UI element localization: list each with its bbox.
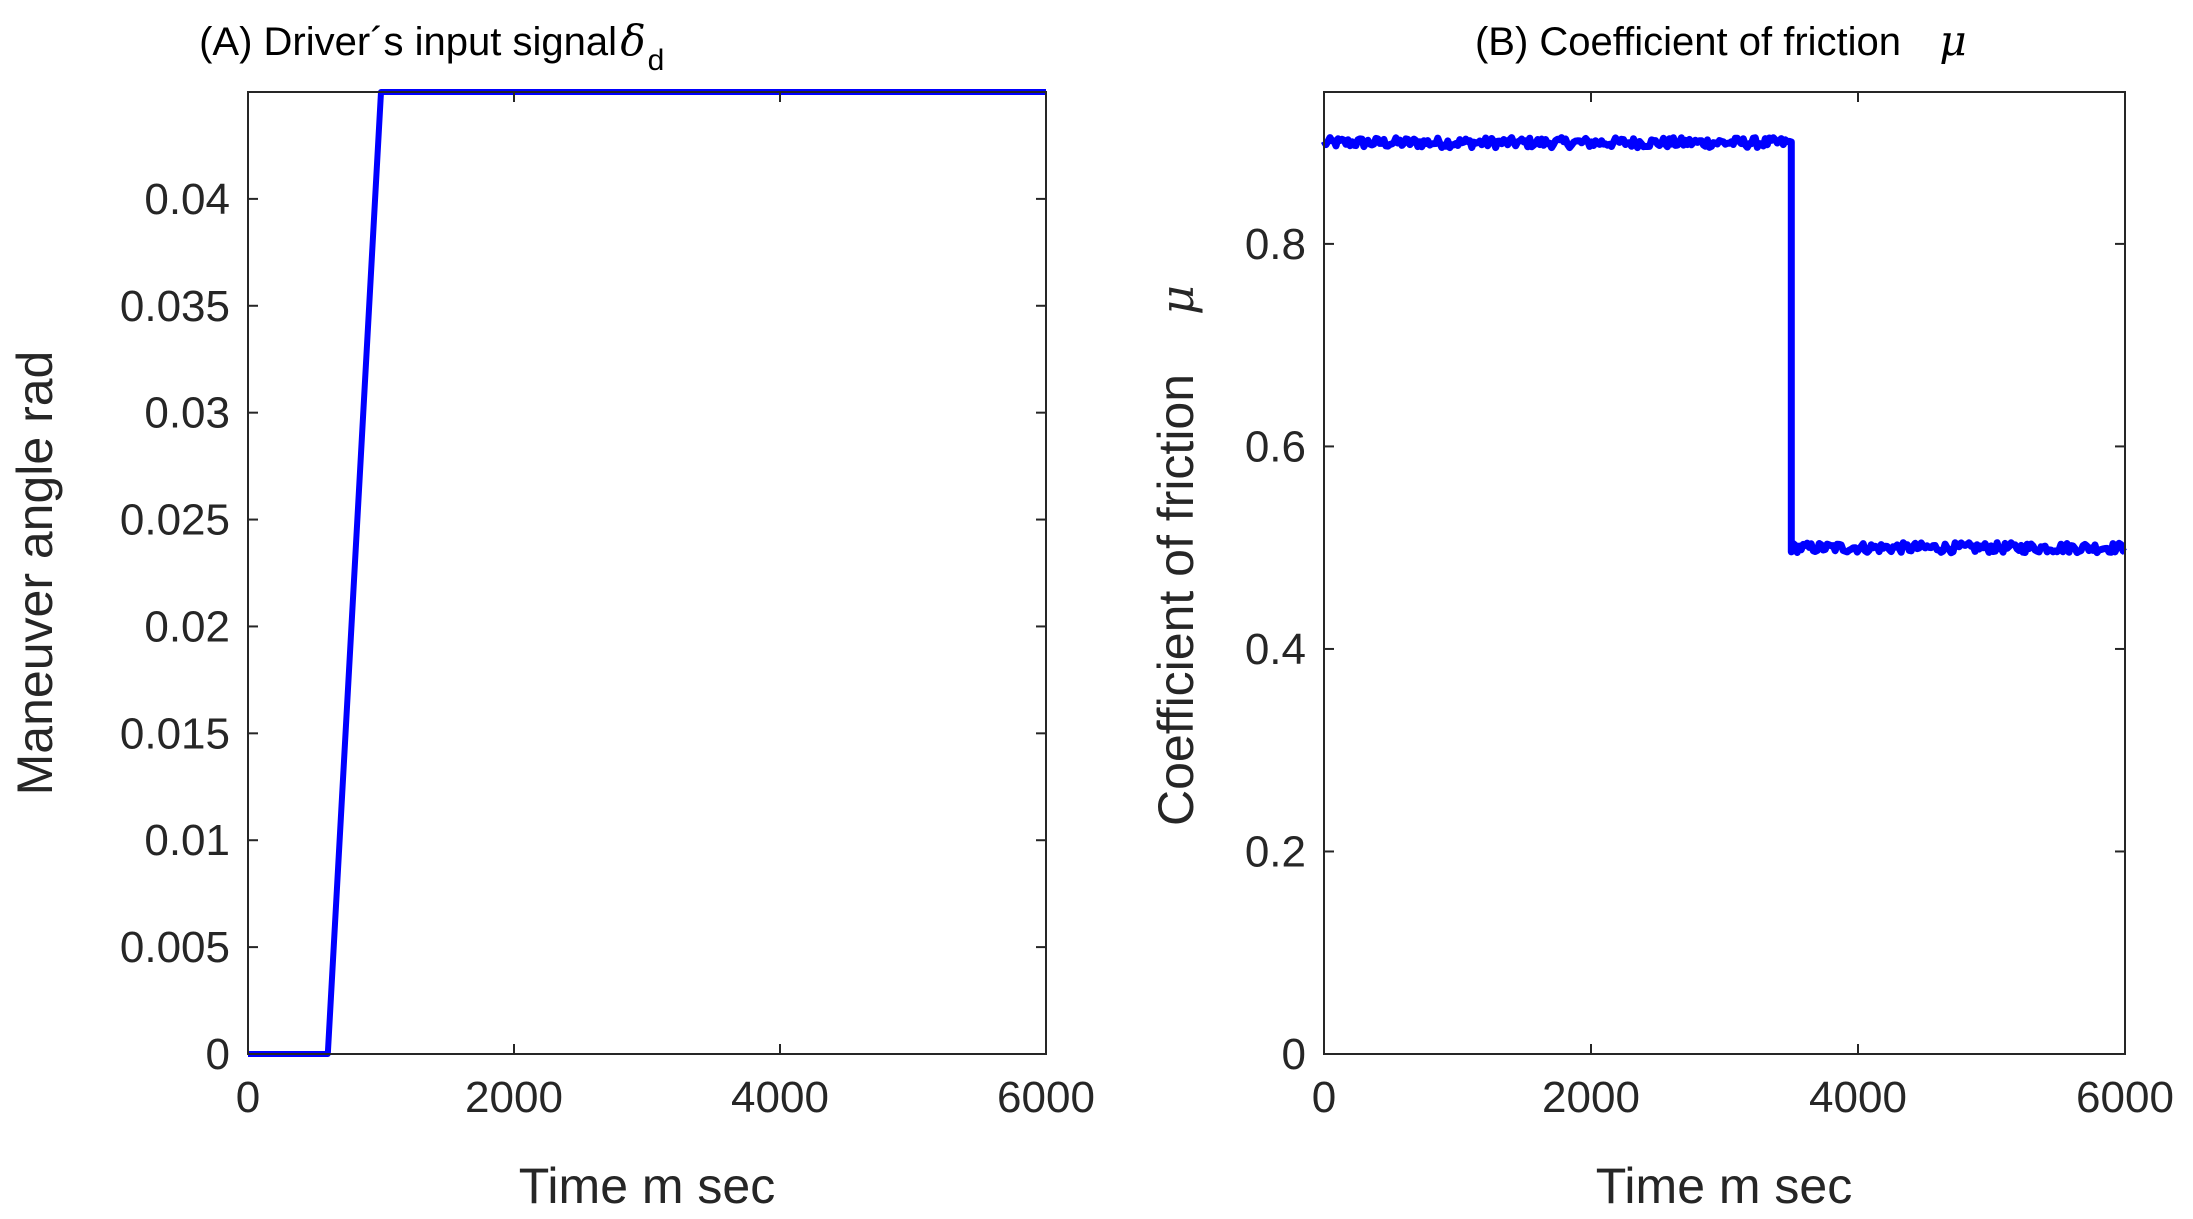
chart-a-xtick-label: 0 [236, 1073, 260, 1122]
chart-a-ytick-label: 0.01 [144, 816, 230, 865]
chart-a-ytick-label: 0.025 [120, 496, 230, 545]
chart-b-ytick-label: 0.8 [1245, 220, 1306, 269]
chart-b-title: (B) Coefficient of friction [1475, 20, 1901, 64]
chart-a-title-subscript: d [648, 44, 665, 77]
chart-a-ytick-label: 0.005 [120, 923, 230, 972]
chart-panel-b: (B) Coefficient of friction μ 0 2000 4000 6… [1148, 16, 2174, 1214]
chart-b-xtick-label: 0 [1312, 1073, 1336, 1122]
chart-a-series-line [248, 89, 1046, 1057]
chart-a-ytick-label: 0.04 [144, 175, 230, 224]
chart-b-ylabel: Coefficient of friction [1148, 374, 1204, 826]
chart-a-xtick-label: 6000 [997, 1073, 1095, 1122]
chart-a-title-symbol: δ [620, 16, 645, 65]
chart-b-tick-layer: 0 2000 4000 6000 0 0.2 0.4 0.6 0.8 [1245, 92, 2174, 1122]
chart-a-ytick-label: 0 [206, 1030, 230, 1079]
chart-a-axes-box [247, 91, 1047, 1055]
chart-a-series-layer [248, 89, 1046, 1057]
chart-panel-a: (A) Driver´s input signal δ d 0 2000 4000 6… [7, 16, 1095, 1214]
chart-b-ytick-label: 0 [1282, 1030, 1306, 1079]
chart-b-xtick-label: 4000 [1809, 1073, 1907, 1122]
chart-b-series-line [1320, 134, 2127, 557]
chart-b-series-layer [1320, 134, 2127, 557]
chart-b-ytick-label: 0.4 [1245, 625, 1306, 674]
chart-b-xlabel: Time m sec [1596, 1158, 1853, 1214]
chart-b-xtick-label: 6000 [2076, 1073, 2174, 1122]
chart-b-title-symbol: μ [1939, 16, 1966, 65]
chart-a-tick-layer: 0 2000 4000 6000 0 0.005 0.01 0.015 0.02 0.025 0.0… [120, 92, 1095, 1122]
chart-a-ytick-label: 0.02 [144, 602, 230, 651]
chart-a-ytick-label: 0.035 [120, 282, 230, 331]
chart-b-ylabel-symbol: μ [1150, 285, 1204, 315]
chart-a-title: (A) Driver´s input signal [199, 20, 617, 64]
chart-b-xtick-label: 2000 [1542, 1073, 1640, 1122]
chart-a-xtick-label: 4000 [731, 1073, 829, 1122]
chart-a-ytick-label: 0.015 [120, 709, 230, 758]
chart-a-xtick-label: 2000 [465, 1073, 563, 1122]
chart-b-axes-box [1323, 91, 2126, 1055]
chart-b-ytick-label: 0.2 [1245, 827, 1306, 876]
chart-a-xlabel: Time m sec [519, 1158, 776, 1214]
chart-a-ytick-label: 0.03 [144, 389, 230, 438]
chart-a-ylabel: Maneuver angle rad [7, 351, 63, 796]
chart-b-ytick-label: 0.6 [1245, 422, 1306, 471]
